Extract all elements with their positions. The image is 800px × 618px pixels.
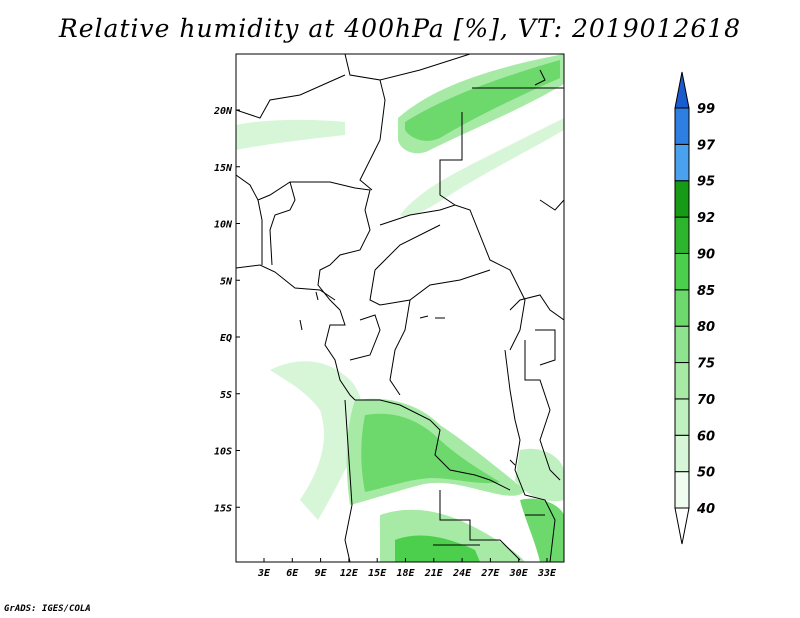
humidity-region-east: [515, 448, 564, 502]
lon-label: 3E: [257, 568, 271, 579]
colorbar-label: 80: [697, 320, 715, 335]
lat-label: 5S: [220, 390, 232, 401]
lon-label: 33E: [537, 568, 557, 579]
humidity-region-west: [236, 119, 345, 150]
grads-credit: GrADS: IGES/COLA: [4, 604, 91, 614]
humidity-region-se: [520, 498, 564, 562]
colorbar-label: 97: [697, 138, 716, 153]
map-title: Relative humidity at 400hPa [%], VT: 201…: [58, 14, 742, 43]
lon-label: 30E: [509, 568, 529, 579]
humidity-region-south-core: [361, 413, 500, 492]
colorbar-swatch: [674, 434, 690, 473]
country-borders: [236, 54, 564, 562]
lat-label: 5N: [220, 276, 233, 287]
lat-label: 10N: [214, 220, 233, 231]
lon-label: 15E: [368, 568, 387, 579]
colorbar-label: 75: [697, 357, 715, 372]
colorbar-swatch: [674, 143, 690, 182]
colorbar-label: 70: [697, 393, 715, 408]
colorbar-label: 92: [697, 211, 715, 226]
lat-label: 15N: [214, 163, 233, 174]
colorbar-label: 60: [697, 429, 715, 444]
colorbar-swatch: [674, 107, 690, 145]
humidity-region-far-south-core: [395, 535, 480, 562]
humidity-region-ne-core: [405, 60, 560, 141]
colorbar-label: 95: [697, 175, 715, 190]
colorbar-label: 85: [697, 284, 715, 299]
colorbar-label: 40: [696, 502, 715, 517]
colorbar-swatch: [674, 252, 690, 291]
humidity-region-sw-coast: [270, 361, 363, 520]
longitude-axis: 3E 6E 9E 12E 15E 18E 21E 24E 27E 30E 33E: [257, 558, 557, 579]
colorbar: 40 50 60 70 75 80 85 90 92 95 97 99: [674, 71, 716, 545]
lat-label: EQ: [220, 333, 232, 344]
colorbar-min-cap: [674, 507, 690, 545]
colorbar-label: 50: [697, 466, 715, 481]
colorbar-swatch: [674, 289, 690, 327]
lon-label: 27E: [480, 568, 500, 579]
lon-label: 24E: [452, 568, 472, 579]
lon-label: 21E: [424, 568, 444, 579]
map-frame: [235, 53, 565, 563]
colorbar-max-cap: [674, 71, 690, 109]
colorbar-swatch: [674, 325, 690, 364]
lon-label: 6E: [286, 568, 299, 579]
latitude-axis: 20N 15N 10N 5N EQ 5S 10S 15S: [213, 106, 240, 514]
lat-label: 10S: [214, 447, 232, 458]
colorbar-label: 90: [697, 247, 715, 262]
colorbar-label: 99: [697, 102, 715, 117]
lon-label: 12E: [340, 568, 359, 579]
lon-label: 18E: [396, 568, 415, 579]
colorbar-swatch: [674, 180, 690, 218]
colorbar-swatch: [674, 398, 690, 436]
lon-label: 9E: [315, 568, 328, 579]
colorbar-swatch: [674, 216, 690, 254]
lat-label: 20N: [213, 106, 233, 117]
humidity-shading: [236, 54, 564, 562]
humidity-region-ne-tail: [400, 118, 564, 217]
lat-label: 15S: [214, 503, 232, 514]
colorbar-swatch: [674, 362, 690, 400]
colorbar-swatch: [674, 471, 690, 509]
